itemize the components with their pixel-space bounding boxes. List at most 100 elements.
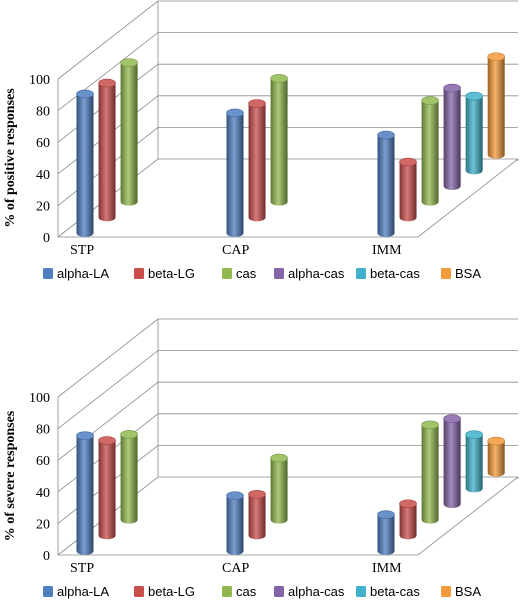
y-tick-label: 40 xyxy=(36,486,50,501)
legend-label-BSA: BSA xyxy=(455,266,481,281)
y-tick-label: 60 xyxy=(36,136,50,151)
legend-label-alpha-cas: alpha-cas xyxy=(288,266,345,281)
y-tick-label: 100 xyxy=(29,73,50,88)
bar-body xyxy=(226,112,244,237)
bar-top xyxy=(487,52,506,62)
bar-top xyxy=(399,157,417,167)
legend-label-alpha-cas: alpha-cas xyxy=(288,584,345,599)
bar-body xyxy=(465,96,483,175)
y-tick-label: 40 xyxy=(36,168,50,183)
bar-top xyxy=(120,58,138,67)
bar-BSA-IMM xyxy=(487,52,506,159)
bar-body xyxy=(270,78,288,206)
bar-top xyxy=(399,499,417,509)
bar-body xyxy=(226,495,244,555)
bar-top xyxy=(76,89,94,99)
bar-body xyxy=(120,434,138,524)
bar-body xyxy=(270,458,288,524)
bar-beta-LG-IMM xyxy=(399,499,417,540)
bar-body xyxy=(98,440,116,540)
bar-top xyxy=(120,430,138,439)
y-tick-label: 0 xyxy=(43,549,50,564)
bar-top xyxy=(443,83,461,93)
legend-label-cas: cas xyxy=(236,266,257,281)
bar-alpha-LA-CAP xyxy=(226,491,244,555)
x-tick-label: IMM xyxy=(372,243,402,258)
bar-top xyxy=(270,74,288,83)
legend-swatch-beta-LG xyxy=(134,586,144,597)
bar-body xyxy=(443,418,461,509)
legend-swatch-alpha-cas xyxy=(274,586,284,597)
bar-body xyxy=(98,83,116,222)
legend-label-beta-cas: beta-cas xyxy=(370,584,420,599)
legend-label-beta-LG: beta-LG xyxy=(148,266,195,281)
bar-top xyxy=(76,431,94,440)
bar-body xyxy=(248,103,266,222)
bar-cas-CAP xyxy=(270,453,288,524)
bar-beta-LG-IMM xyxy=(399,157,417,222)
x-tick-label: CAP xyxy=(222,243,249,258)
x-tick-label: CAP xyxy=(222,561,249,576)
x-tick-label: IMM xyxy=(372,561,402,576)
bar-top xyxy=(226,108,244,118)
bar-top xyxy=(98,78,116,88)
bar-top xyxy=(377,510,395,519)
bar-top xyxy=(226,491,244,501)
bar-beta-LG-CAP xyxy=(248,99,266,222)
bar-body xyxy=(487,441,505,477)
bar-cas-IMM xyxy=(421,420,439,524)
legend-swatch-beta-cas xyxy=(356,268,366,279)
bar-body xyxy=(487,56,505,159)
bar-alpha-LA-IMM xyxy=(377,510,395,555)
y-tick-label: 20 xyxy=(36,199,50,214)
legend-swatch-BSA xyxy=(441,268,451,279)
bar-top xyxy=(421,96,439,105)
x-tick-label: STP xyxy=(70,243,94,258)
y-tick-label: 80 xyxy=(36,105,50,120)
bar-cas-IMM xyxy=(421,96,439,206)
legend-swatch-BSA xyxy=(441,586,451,597)
legend-label-cas: cas xyxy=(236,584,257,599)
x-tick-label: STP xyxy=(70,561,94,576)
bar-body xyxy=(399,503,417,540)
bar-alpha-LA-IMM xyxy=(377,130,395,237)
y-tick-label: 100 xyxy=(29,391,50,406)
bar-beta-LG-STP xyxy=(98,78,116,222)
legend-label-alpha-LA: alpha-LA xyxy=(57,266,109,281)
bar-top xyxy=(377,130,395,140)
legend-swatch-alpha-LA xyxy=(43,268,53,279)
floor-edge xyxy=(58,476,519,556)
y-tick-label: 0 xyxy=(43,231,50,246)
legend-label-beta-cas: beta-cas xyxy=(370,266,420,281)
legend-swatch-alpha-LA xyxy=(43,586,53,597)
bar-top xyxy=(465,430,483,439)
bar-body xyxy=(465,434,483,493)
floor-edge xyxy=(58,158,519,238)
bar-cas-STP xyxy=(120,430,138,524)
legend-label-alpha-LA: alpha-LA xyxy=(57,584,109,599)
legend-label-beta-LG: beta-LG xyxy=(148,584,195,599)
bar-cas-STP xyxy=(120,58,138,206)
bar-top xyxy=(248,489,266,499)
bar-body xyxy=(421,100,439,206)
bar-top xyxy=(443,414,461,424)
bar-body xyxy=(76,435,94,555)
bar-body xyxy=(248,494,266,540)
bar-body xyxy=(377,135,395,237)
legend-swatch-alpha-cas xyxy=(274,268,284,279)
legend-swatch-beta-cas xyxy=(356,586,366,597)
bar-top xyxy=(487,436,506,446)
bar-beta-LG-STP xyxy=(98,436,116,540)
bar-alpha-LA-STP xyxy=(76,89,94,238)
bar-cas-CAP xyxy=(270,74,288,206)
bar-top xyxy=(465,91,483,101)
legend-swatch-beta-LG xyxy=(134,268,144,279)
bar-top xyxy=(248,99,266,108)
bar-alpha-cas-IMM xyxy=(443,414,461,509)
bar-body xyxy=(443,88,461,191)
bar-BSA-IMM xyxy=(487,436,506,477)
legend-swatch-cas xyxy=(222,268,232,279)
bar-alpha-LA-STP xyxy=(76,431,94,555)
